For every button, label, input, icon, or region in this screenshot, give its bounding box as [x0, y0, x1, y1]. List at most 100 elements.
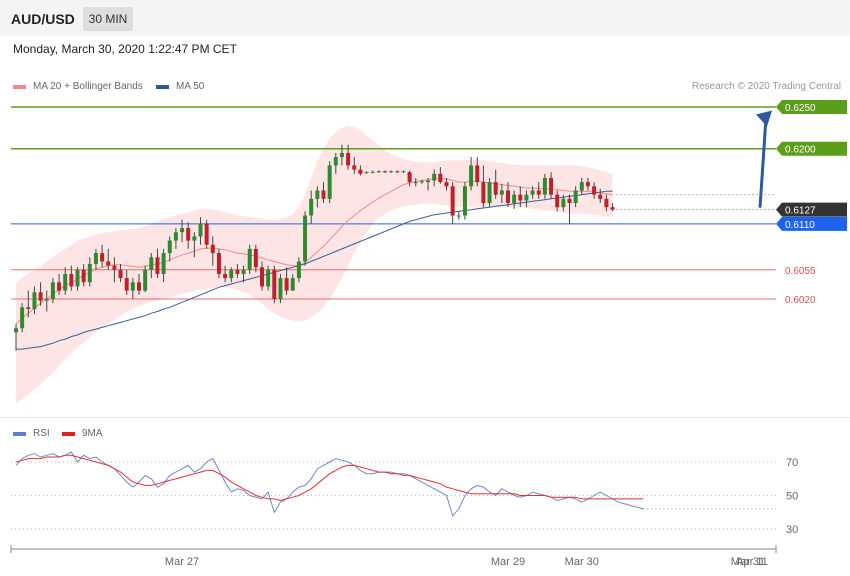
- candle-body: [57, 282, 62, 291]
- candle-body: [130, 282, 135, 291]
- ma20-swatch: [13, 84, 26, 89]
- candle-body: [235, 269, 240, 274]
- ma50-swatch: [156, 84, 169, 89]
- level-tag-0.6200: [776, 141, 847, 156]
- candle-body: [536, 190, 541, 195]
- candle-body: [69, 273, 74, 287]
- x-tick-label: Apr 11: [736, 556, 768, 568]
- candle-body: [38, 292, 43, 301]
- legend-rsi: RSI: [13, 428, 50, 439]
- candle-body: [210, 244, 215, 254]
- candle-body: [530, 190, 535, 195]
- candle-body: [63, 273, 68, 291]
- candle-body: [216, 253, 221, 274]
- candle-body: [167, 240, 172, 254]
- candle-body: [499, 190, 504, 195]
- candle-body: [32, 292, 37, 310]
- rsi-swatch: [13, 431, 26, 436]
- candle-body: [106, 261, 111, 266]
- candle-body: [407, 172, 412, 183]
- candle-body: [155, 257, 160, 274]
- candle-body: [247, 248, 252, 270]
- candle-body: [161, 253, 166, 274]
- candle-body: [204, 223, 209, 245]
- timeframe-badge[interactable]: 30 MIN: [83, 7, 133, 31]
- candle-body: [585, 182, 590, 187]
- candle-body: [50, 282, 55, 299]
- candle-body: [383, 171, 387, 173]
- x-tick-label: Mar 31: [731, 556, 765, 568]
- candle-body: [370, 172, 375, 174]
- candle-body: [395, 171, 400, 173]
- candle-body: [469, 165, 474, 187]
- 9ma-swatch: [62, 431, 75, 436]
- candle-body: [192, 236, 197, 241]
- candle-body: [506, 190, 510, 203]
- candle-body: [229, 269, 234, 279]
- level-tag-0.6127: [776, 202, 847, 217]
- candle-body: [462, 186, 467, 216]
- candle-body: [14, 328, 18, 333]
- candle-body: [253, 248, 258, 268]
- candle-body: [278, 278, 283, 299]
- candle-body: [327, 165, 332, 199]
- candle-body: [112, 265, 117, 270]
- candle-body: [198, 223, 203, 237]
- candle-body: [346, 152, 351, 166]
- ma50-line: [16, 190, 613, 350]
- candle-body: [93, 253, 98, 264]
- candle-body: [260, 267, 264, 287]
- candle-body: [75, 269, 80, 287]
- level-label-0.6127: 0.6127: [785, 206, 816, 217]
- candle-body: [419, 181, 424, 183]
- candle-body: [143, 269, 148, 291]
- candle-body: [186, 228, 191, 241]
- candle-body: [87, 263, 92, 283]
- candle-body: [26, 307, 31, 310]
- ma20-line: [15, 178, 613, 325]
- candle-body: [592, 186, 597, 195]
- rsi-tick-70: 70: [786, 457, 798, 469]
- legend-ma50: MA 50: [156, 81, 204, 92]
- candle-body: [426, 180, 431, 183]
- candle-body: [604, 198, 609, 208]
- candle-body: [438, 173, 443, 183]
- rsi-line: [15, 451, 644, 517]
- candle-body: [20, 307, 25, 329]
- legend-rsi-label: RSI: [33, 428, 50, 439]
- candle-body: [493, 182, 498, 195]
- candle-body: [542, 177, 547, 195]
- candle-body: [352, 165, 357, 170]
- candle-body: [518, 194, 523, 201]
- copyright-text: Research © 2020 Trading Central: [691, 81, 841, 92]
- level-label-0.6200: 0.6200: [785, 145, 816, 156]
- bollinger-band: [16, 125, 613, 404]
- candle-body: [524, 194, 529, 201]
- panel-separator: [0, 417, 850, 418]
- candle-body: [296, 261, 301, 279]
- projection-arrow-head: [756, 110, 772, 127]
- legend-ma50-label: MA 50: [176, 81, 205, 92]
- candle-body: [241, 269, 246, 274]
- legend-ma20: MA 20 + Bollinger Bands: [13, 81, 143, 92]
- candle-body: [137, 282, 141, 291]
- candle-body: [266, 269, 271, 287]
- rsi-9ma-line: [15, 454, 644, 502]
- candle-body: [81, 269, 86, 283]
- candle-body: [413, 182, 418, 184]
- candle-body: [339, 152, 344, 158]
- candle-body: [118, 269, 123, 279]
- level-tag-0.6110: [776, 216, 847, 231]
- candle-body: [561, 198, 566, 208]
- projection-arrow-line: [758, 117, 768, 208]
- candle-body: [303, 215, 308, 262]
- candle-body: [549, 177, 554, 195]
- candle-body: [432, 173, 437, 181]
- candle-body: [173, 232, 178, 241]
- candle-body: [475, 165, 480, 183]
- candle-body: [321, 190, 326, 199]
- header-bar: AUD/USD 30 MIN: [0, 0, 850, 36]
- candle-body: [376, 171, 381, 173]
- level-label-0.6055: 0.6055: [785, 266, 816, 277]
